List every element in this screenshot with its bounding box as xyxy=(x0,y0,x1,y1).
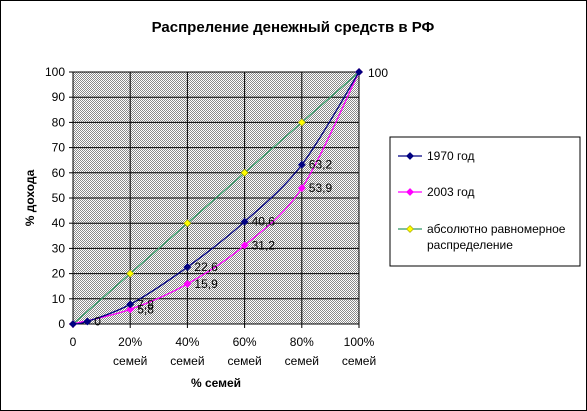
series-point xyxy=(297,118,306,127)
x-axis-ticks: 0 20% семей 40% семей 60% семей 80% семей 100% сем… xyxy=(70,324,376,368)
legend: 1970 год 2003 год абсолютно равномерное рас… xyxy=(389,136,581,267)
y-tick-label: 70 xyxy=(52,141,66,155)
y-axis-label: % дохода xyxy=(23,169,37,226)
x-tick-label-unit: семей xyxy=(285,354,319,368)
data-label: 7,8 xyxy=(137,297,154,311)
series-point xyxy=(183,280,192,288)
legend-marker xyxy=(406,152,414,160)
data-label: 40,6 xyxy=(252,215,276,229)
series-point xyxy=(83,317,92,326)
x-tick-label-unit: семей xyxy=(170,354,204,368)
x-tick-label: 0 xyxy=(70,335,77,349)
series-point xyxy=(240,168,249,177)
series-point xyxy=(69,320,77,328)
data-label: 15,9 xyxy=(194,277,218,291)
legend-box xyxy=(389,136,581,267)
series-point xyxy=(126,269,135,278)
x-tick-label: 40% xyxy=(175,335,199,349)
y-tick-label: 60 xyxy=(52,166,66,180)
series-line xyxy=(72,71,360,325)
x-tick-label-unit: семей xyxy=(342,354,376,368)
x-axis-label: % семей xyxy=(191,376,241,390)
data-label: 31,2 xyxy=(252,238,276,252)
data-label: 22,6 xyxy=(194,260,218,274)
y-tick-label: 40 xyxy=(52,216,66,230)
series-point xyxy=(297,160,306,169)
series-0 xyxy=(69,68,363,328)
y-tick-label: 0 xyxy=(58,317,65,331)
legend-marker xyxy=(406,188,414,196)
y-tick-label: 50 xyxy=(52,191,66,205)
x-tick-label: 100% xyxy=(344,335,375,349)
data-label: 53,9 xyxy=(309,181,333,195)
series-point xyxy=(183,263,192,271)
data-label: 5,8 xyxy=(137,302,154,316)
legend-label: распределение xyxy=(427,238,513,252)
data-label: 0 xyxy=(94,314,101,328)
series-point xyxy=(240,217,249,226)
series-point xyxy=(240,241,249,250)
legend-entries: 1970 год 2003 год абсолютно равномерное рас… xyxy=(398,149,566,252)
series-layer xyxy=(69,68,363,328)
data-labels: 0 7,8 22,6 40,6 63,2 100 5,8 15,9 31,2 53,9 xyxy=(94,66,388,328)
x-tick-label-unit: семей xyxy=(113,354,147,368)
legend-label: 1970 год xyxy=(427,149,475,163)
y-tick-label: 80 xyxy=(52,115,66,129)
x-tick-label: 80% xyxy=(290,335,314,349)
legend-label: 2003 год xyxy=(427,185,475,199)
series-point xyxy=(126,305,135,314)
y-tick-label: 20 xyxy=(52,267,66,281)
data-label: 100 xyxy=(368,66,388,80)
y-tick-label: 100 xyxy=(45,65,65,79)
series-point xyxy=(297,184,306,193)
x-tick-label: 60% xyxy=(233,335,257,349)
legend-marker xyxy=(406,225,414,233)
series-point xyxy=(183,219,192,228)
y-axis-ticks: 0 10 20 30 40 50 60 70 80 90 100 xyxy=(45,65,73,331)
data-label: 63,2 xyxy=(309,158,333,172)
y-tick-label: 10 xyxy=(52,292,66,306)
series-point xyxy=(126,300,135,309)
y-tick-label: 90 xyxy=(52,90,66,104)
series-point xyxy=(355,68,363,76)
chart-title: Распреление денежный средств в РФ xyxy=(152,19,435,36)
x-tick-label-unit: семей xyxy=(227,354,261,368)
y-tick-label: 30 xyxy=(52,241,66,255)
x-tick-label: 20% xyxy=(118,335,142,349)
legend-label: абсолютно равномерное xyxy=(427,222,566,236)
